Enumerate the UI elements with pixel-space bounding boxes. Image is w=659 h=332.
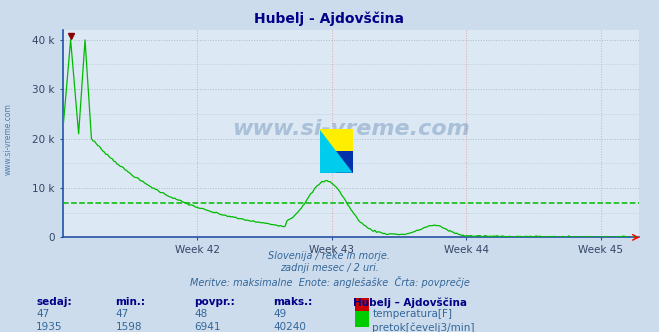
Bar xyxy=(336,129,353,151)
Text: www.si-vreme.com: www.si-vreme.com xyxy=(232,120,470,139)
Text: temperatura[F]: temperatura[F] xyxy=(372,309,452,319)
Text: povpr.:: povpr.: xyxy=(194,297,235,307)
Text: www.si-vreme.com: www.si-vreme.com xyxy=(4,104,13,175)
Text: 47: 47 xyxy=(36,309,49,319)
Text: 1935: 1935 xyxy=(36,322,63,332)
Text: maks.:: maks.: xyxy=(273,297,313,307)
Text: Hubelj – Ajdovščina: Hubelj – Ajdovščina xyxy=(353,297,467,308)
Text: 1598: 1598 xyxy=(115,322,142,332)
Text: sedaj:: sedaj: xyxy=(36,297,72,307)
Text: Slovenija / reke in morje.: Slovenija / reke in morje. xyxy=(268,251,391,261)
Text: zadnji mesec / 2 uri.: zadnji mesec / 2 uri. xyxy=(280,263,379,273)
Text: 48: 48 xyxy=(194,309,208,319)
Text: 47: 47 xyxy=(115,309,129,319)
Text: 40240: 40240 xyxy=(273,322,306,332)
Bar xyxy=(320,151,336,173)
Text: Hubelj - Ajdovščina: Hubelj - Ajdovščina xyxy=(254,12,405,26)
Text: 49: 49 xyxy=(273,309,287,319)
Bar xyxy=(320,129,336,151)
Polygon shape xyxy=(320,129,353,173)
Text: pretok[čevelj3/min]: pretok[čevelj3/min] xyxy=(372,322,475,332)
Text: 6941: 6941 xyxy=(194,322,221,332)
Bar xyxy=(336,151,353,173)
Text: Meritve: maksimalne  Enote: anglešaške  Črta: povprečje: Meritve: maksimalne Enote: anglešaške Čr… xyxy=(190,276,469,288)
Text: min.:: min.: xyxy=(115,297,146,307)
